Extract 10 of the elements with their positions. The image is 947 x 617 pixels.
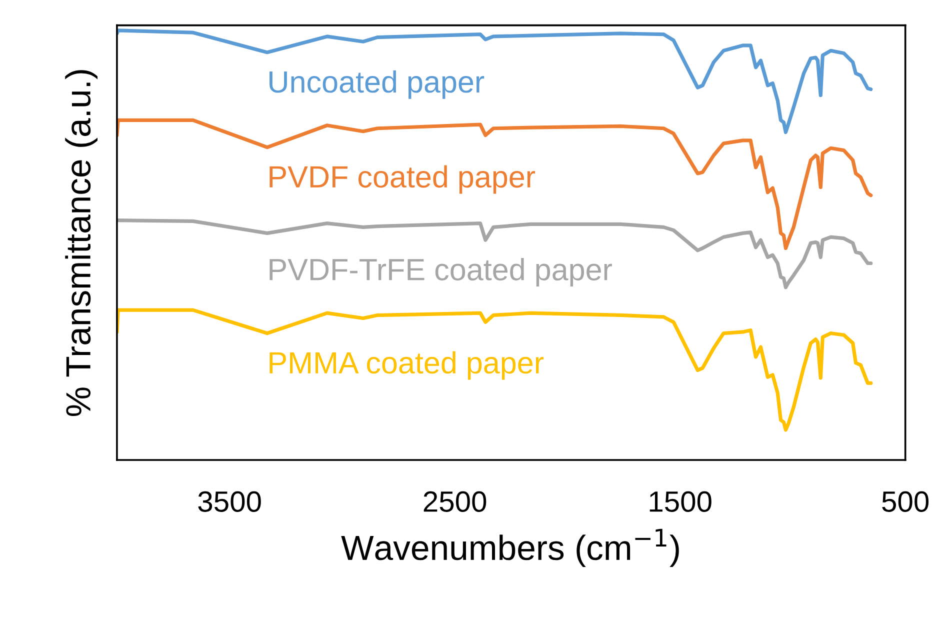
x-tick-label: 1500 <box>650 491 712 512</box>
y-axis-title: % Transmittance (a.u.) <box>65 70 98 416</box>
series-label: PVDF-TrFE coated paper <box>270 258 612 287</box>
x-tick-label: 2500 <box>424 491 486 512</box>
series-label: Uncoated paper <box>270 70 484 99</box>
series-label: PMMA coated paper <box>270 351 544 380</box>
x-axis-title: Wavenumbers (cm$^{−1}$) <box>341 528 679 568</box>
x-tick-label: 3500 <box>198 491 261 512</box>
x-tick-label: 500 <box>882 491 929 512</box>
series-label: PVDF coated paper <box>270 165 536 194</box>
